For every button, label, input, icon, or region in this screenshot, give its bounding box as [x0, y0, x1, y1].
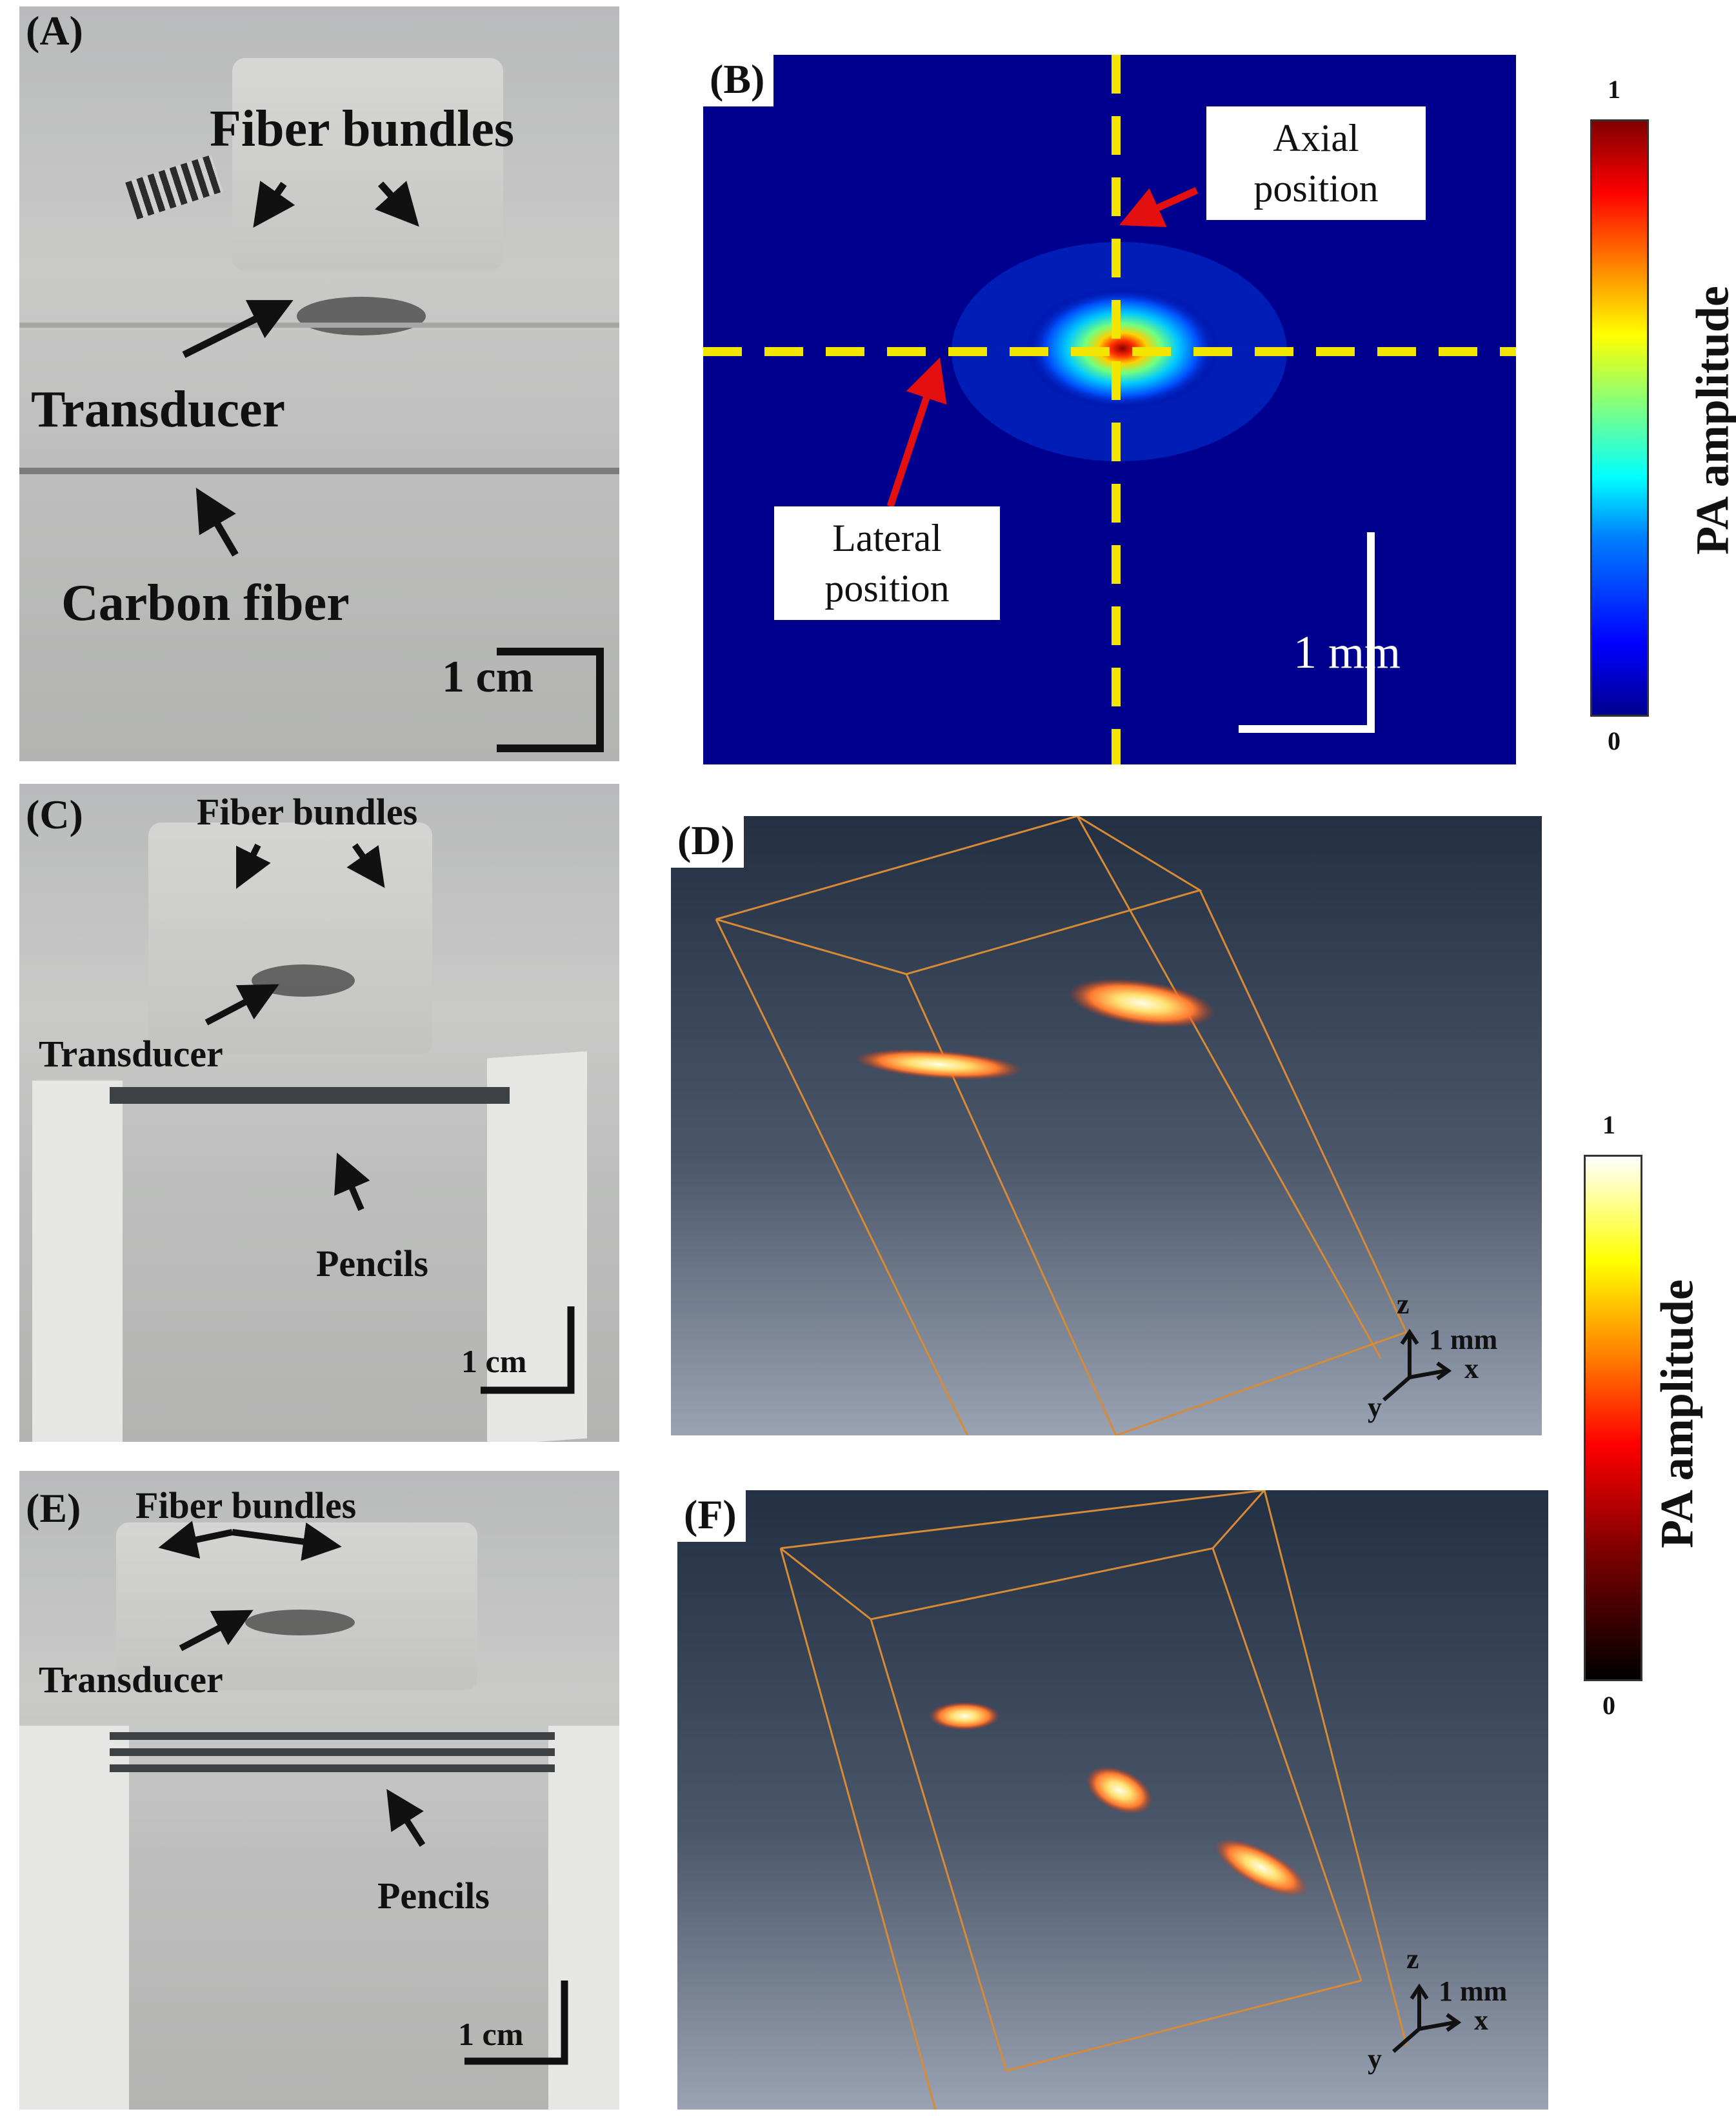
pencil-signal-2 — [855, 1049, 1023, 1080]
arrow-lateral — [886, 357, 947, 508]
panel-d-render: (D) z 1 mm x y — [671, 816, 1542, 1435]
panel-d-axis-y: y — [1368, 1392, 1382, 1423]
colorbar-hot — [1584, 1155, 1642, 1681]
panel-d-axis-x: x — [1464, 1353, 1479, 1384]
colorbar-jet-max: 1 — [1608, 75, 1621, 104]
colorbar-jet — [1590, 119, 1649, 717]
axis-triad-f — [1392, 1983, 1462, 2053]
panel-c-fiber-bundles: Fiber bundles — [197, 791, 418, 833]
arrow-fiber-right — [232, 1522, 342, 1561]
tank-edge — [19, 323, 619, 328]
arrow-carbon-fiber — [195, 488, 239, 557]
colorbar-hot-title: PA amplitude — [1651, 1279, 1703, 1548]
panel-f-axis-z: z — [1406, 1943, 1419, 1975]
pencil-support-left — [19, 1726, 129, 2110]
panel-e-photo: (E) Fiber bundles Transducer Pencils 1 c… — [19, 1471, 619, 2110]
panel-b-scale-label: 1 mm — [1293, 626, 1401, 678]
probe-holder — [148, 823, 432, 1055]
arrow-transducer — [182, 300, 294, 358]
arrow-transducer — [205, 984, 279, 1026]
arrow-fiber-right — [346, 843, 385, 888]
pencil-signal-3 — [1215, 1839, 1308, 1897]
bounding-box-d — [715, 816, 1408, 1435]
panel-e-label: (E) — [26, 1485, 81, 1531]
lateral-position-label: Lateral position — [774, 506, 1000, 620]
colorbar-hot-min: 0 — [1602, 1691, 1615, 1720]
transducer-element — [245, 1610, 355, 1635]
panel-f-render: (F) z 1 mm x y — [677, 1490, 1548, 2110]
panel-a-label: (A) — [26, 8, 83, 54]
panel-d-label: (D) — [671, 816, 744, 868]
panel-e-transducer: Transducer — [39, 1659, 223, 1701]
arrow-fiber-right — [375, 181, 419, 227]
panel-e-pencils: Pencils — [377, 1875, 490, 1917]
pencil-lead-3 — [110, 1764, 555, 1772]
panel-d-scale-label: 1 mm — [1429, 1324, 1498, 1355]
carbon-fiber-line — [19, 468, 619, 474]
panel-e-annotations — [158, 1521, 568, 2065]
pencil-lead — [110, 1087, 510, 1104]
arrow-fiber-left — [253, 181, 295, 228]
panel-f-axis-y: y — [1368, 2043, 1382, 2075]
axial-position-label: Axial position — [1206, 106, 1426, 220]
transducer-element — [297, 297, 426, 335]
panel-d-axis-z: z — [1397, 1288, 1410, 1320]
panel-a-annotations — [182, 181, 604, 752]
scale-bar-c — [481, 1306, 575, 1394]
pencil-signal-1 — [929, 1702, 1000, 1730]
panel-a-photo: (A) Fiber bundles Transducer Carbon fibe… — [19, 6, 619, 761]
arrow-pencils — [334, 1152, 370, 1211]
arrow-fiber-left — [158, 1521, 234, 1559]
colorbar-hot-max: 1 — [1602, 1110, 1615, 1139]
panel-a-scale-label: 1 cm — [442, 652, 534, 702]
pencil-lead-2 — [110, 1748, 555, 1756]
arrow-axial — [1119, 186, 1199, 228]
panel-c-pencils: Pencils — [316, 1243, 428, 1284]
pencil-lead-1 — [110, 1732, 555, 1740]
pencil-signal-2 — [1086, 1766, 1153, 1815]
panel-e-scale-label: 1 cm — [458, 2016, 524, 2052]
scale-bar-e — [464, 1981, 568, 2065]
scale-bar-a — [497, 648, 604, 752]
panel-b-svg — [703, 55, 1516, 764]
bounding-box-f — [779, 1490, 1408, 2110]
panel-d-svg — [715, 816, 1452, 1435]
colorbar-jet-title: PA amplitude — [1686, 286, 1736, 555]
panel-a-carbon-fiber: Carbon fiber — [61, 575, 350, 632]
panel-e-fiber-bundles: Fiber bundles — [135, 1484, 357, 1526]
panel-c-scale-label: 1 cm — [461, 1343, 527, 1379]
panel-f-axis-x: x — [1474, 2004, 1488, 2036]
panel-f-svg — [779, 1490, 1462, 2110]
panel-f-scale-label: 1 mm — [1439, 1975, 1508, 2007]
panel-c-annotations — [205, 843, 575, 1394]
pencil-signal-1 — [1068, 978, 1215, 1028]
arrow-transducer — [179, 1610, 254, 1652]
arrow-fiber-left — [236, 843, 271, 889]
arrow-pencils — [386, 1789, 426, 1847]
axis-triad-d — [1382, 1328, 1452, 1402]
colorbar-jet-min: 0 — [1608, 726, 1621, 755]
panel-b-label: (B) — [703, 55, 774, 106]
panel-b-image: (B) Axial position Lateral position 1 mm — [703, 55, 1516, 764]
probe-holder — [232, 58, 503, 271]
panel-c-label: (C) — [26, 792, 83, 837]
panel-f-label: (F) — [677, 1490, 746, 1542]
panel-c-photo: (C) Fiber bundles Transducer Pencils 1 c… — [19, 784, 619, 1442]
pa-signal-focus — [1026, 287, 1219, 410]
scale-bar-b — [1239, 532, 1375, 733]
panel-a-transducer: Transducer — [31, 381, 286, 438]
panel-c-transducer: Transducer — [39, 1033, 223, 1075]
panel-a-fiber-bundles: Fiber bundles — [210, 101, 514, 157]
pencil-support-left — [32, 1081, 123, 1442]
pencil-support-right — [548, 1726, 619, 2110]
